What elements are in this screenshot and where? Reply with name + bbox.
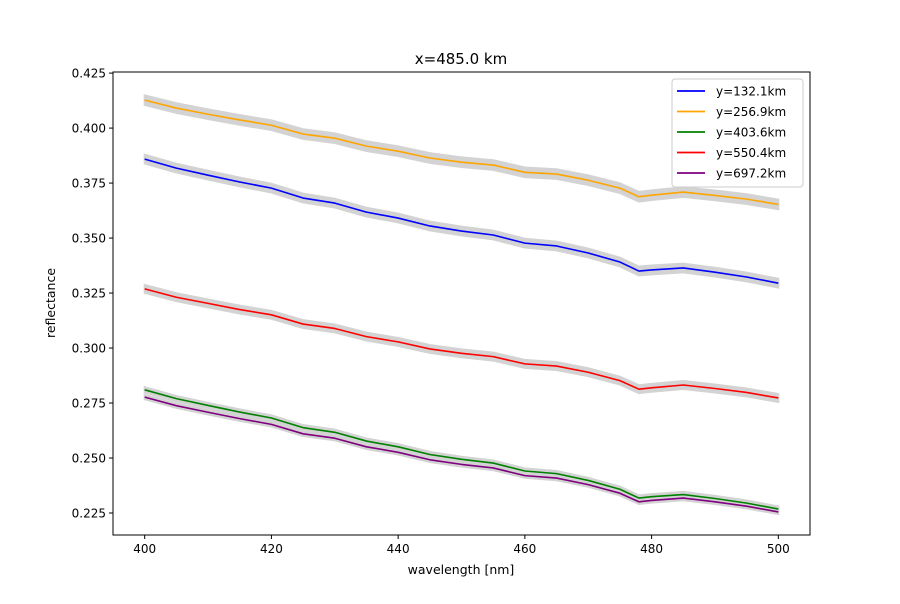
- y-tick-label: 0.325: [72, 287, 106, 301]
- legend-frame: [671, 78, 804, 188]
- x-axis-label: wavelength [nm]: [408, 562, 515, 577]
- y-axis: 0.225 0.250 0.275 0.300 0.325 0.350 0.375 0.400…: [72, 67, 113, 521]
- y-tick-label: 0.275: [72, 397, 106, 411]
- x-tick-label: 420: [260, 542, 283, 556]
- y-tick-label: 0.300: [72, 342, 106, 356]
- y-axis-label: reflectance: [43, 268, 58, 338]
- legend-entry: y=550.4km: [716, 146, 786, 160]
- legend-entry: y=256.9km: [716, 105, 786, 119]
- plot-frame: [112, 71, 811, 536]
- legend: y=132.1km y=256.9km y=403.6km y=550.4km y=69…: [671, 78, 804, 188]
- uncertainty-band: [143, 385, 780, 513]
- series-line: [144, 288, 779, 399]
- x-axis: 400 420 440 460 480 500: [133, 535, 790, 556]
- x-tick-label: 400: [133, 542, 156, 556]
- y-tick-label: 0.400: [72, 122, 106, 136]
- uncertainty-band: [143, 153, 780, 289]
- x-tick-label: 460: [513, 542, 536, 556]
- uncertainty-band: [143, 283, 780, 404]
- y-tick-label: 0.350: [72, 232, 106, 246]
- x-tick-label: 480: [640, 542, 663, 556]
- series-lines: [144, 99, 779, 513]
- series-line: [144, 99, 779, 206]
- legend-entry: y=132.1km: [716, 85, 786, 99]
- series-line: [144, 396, 779, 513]
- uncertainty-band: [143, 94, 780, 211]
- legend-entry: y=697.2km: [716, 167, 786, 181]
- x-tick-label: 440: [387, 542, 410, 556]
- y-tick-label: 0.425: [72, 67, 106, 81]
- series-line: [144, 389, 779, 510]
- y-tick-label: 0.225: [72, 507, 106, 521]
- series-line: [144, 158, 779, 284]
- y-tick-label: 0.250: [72, 452, 106, 466]
- chart-title: x=485.0 km: [415, 50, 507, 68]
- legend-entry: y=403.6km: [716, 126, 786, 140]
- y-tick-label: 0.375: [72, 177, 106, 191]
- x-tick-label: 500: [767, 542, 790, 556]
